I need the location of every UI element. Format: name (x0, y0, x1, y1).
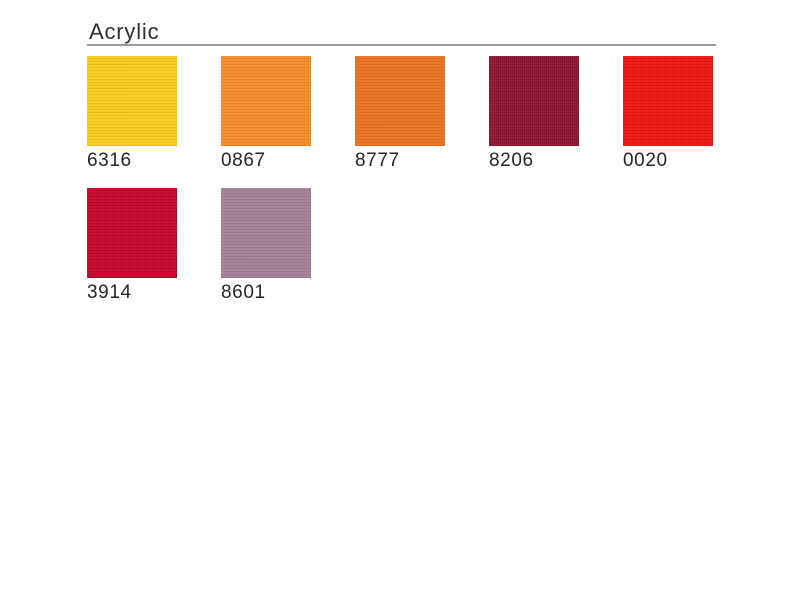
swatch-8206[interactable] (489, 56, 579, 146)
swatch-cell: 0020 (623, 56, 713, 171)
swatch-code-label: 0867 (221, 150, 266, 171)
swatch-8777[interactable] (355, 56, 445, 146)
swatch-cell: 6316 (87, 56, 177, 171)
swatch-3914[interactable] (87, 188, 177, 278)
page-title: Acrylic (89, 19, 160, 44)
swatch-8601[interactable] (221, 188, 311, 278)
swatch-cell: 0867 (221, 56, 311, 171)
swatch-cell: 8777 (355, 56, 445, 171)
swatch-cell: 3914 (87, 188, 177, 303)
swatch-code-label: 6316 (87, 150, 132, 171)
swatch-cell: 8601 (221, 188, 311, 303)
swatch-code-label: 3914 (87, 282, 132, 303)
swatch-code-label: 8206 (489, 150, 534, 171)
title-divider (87, 44, 716, 46)
swatch-cell: 8206 (489, 56, 579, 171)
swatch-code-label: 0020 (623, 150, 668, 171)
swatch-grid: 6316 0867 8777 8206 0020 3914 8601 (87, 56, 717, 303)
swatch-0867[interactable] (221, 56, 311, 146)
swatch-code-label: 8601 (221, 282, 266, 303)
swatch-0020[interactable] (623, 56, 713, 146)
swatch-6316[interactable] (87, 56, 177, 146)
swatch-code-label: 8777 (355, 150, 400, 171)
